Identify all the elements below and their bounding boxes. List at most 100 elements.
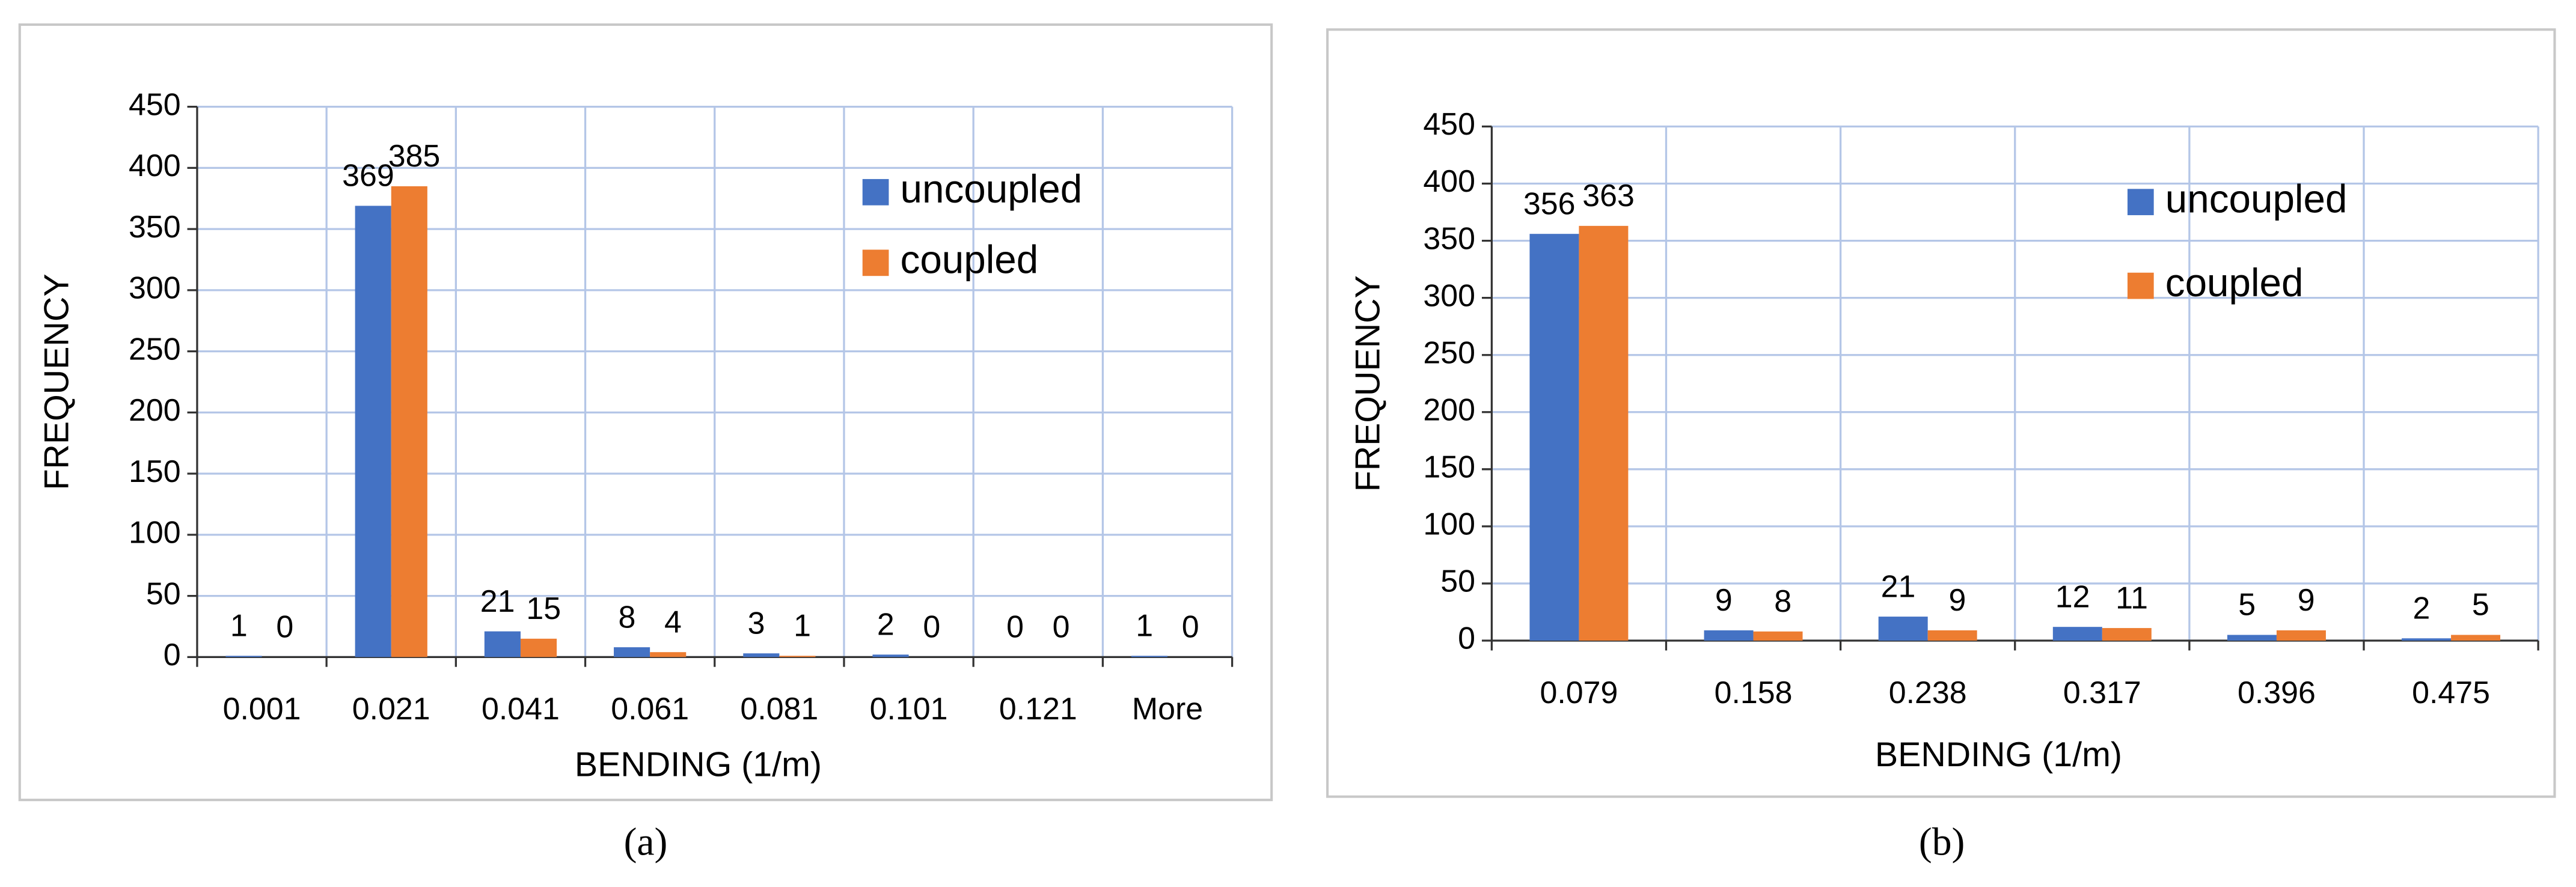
y-tick-label: 400	[1423, 164, 1475, 199]
data-label: 385	[388, 139, 441, 174]
bar	[614, 647, 650, 657]
caption: (a)	[624, 821, 668, 864]
x-axis-title: BENDING (1/m)	[575, 746, 822, 784]
data-label: 0	[276, 610, 293, 645]
x-tick-label: 0.079	[1540, 675, 1618, 710]
y-axis-title: FREQUENCY	[38, 273, 76, 490]
x-tick-label: 0.081	[740, 692, 818, 727]
bar	[872, 654, 909, 657]
x-tick-label: 0.317	[2063, 675, 2141, 710]
data-label: 5	[2472, 588, 2489, 623]
bar	[2052, 627, 2102, 641]
data-label: 21	[1881, 569, 1916, 604]
legend-label: coupled	[2165, 261, 2304, 305]
x-tick-label: 0.158	[1715, 675, 1793, 710]
bar	[225, 656, 262, 657]
bar	[2276, 630, 2326, 641]
data-label: 3	[748, 606, 765, 641]
data-label: 9	[2298, 583, 2315, 618]
x-tick-label: More	[1132, 692, 1203, 727]
x-tick-label: 0.021	[352, 692, 430, 727]
bar	[2402, 638, 2452, 641]
y-tick-label: 50	[1440, 564, 1475, 599]
bar	[1927, 630, 1977, 641]
y-tick-label: 0	[1458, 621, 1475, 656]
data-label: 1	[1136, 609, 1153, 644]
x-tick-label: 0.101	[870, 692, 948, 727]
bar	[1878, 617, 1928, 641]
data-label: 11	[2116, 581, 2148, 615]
bar	[743, 653, 780, 657]
legend-swatch	[2127, 272, 2154, 299]
y-tick-label: 100	[129, 516, 181, 550]
data-label: 9	[1948, 583, 1966, 618]
y-tick-label: 300	[1423, 278, 1475, 313]
bar	[1704, 630, 1754, 641]
y-tick-label: 150	[129, 454, 181, 489]
y-tick-label: 350	[1423, 221, 1475, 256]
x-tick-label: 0.396	[2238, 675, 2316, 710]
legend-swatch	[862, 249, 889, 276]
data-label: 2	[877, 608, 895, 642]
legend-label: uncoupled	[901, 167, 1083, 211]
x-tick-label: 0.475	[2412, 675, 2490, 710]
bar	[391, 186, 427, 657]
data-label: 1	[230, 609, 248, 644]
data-label: 12	[2055, 579, 2090, 614]
bar	[1529, 234, 1579, 641]
y-tick-label: 450	[1423, 107, 1475, 142]
bar	[355, 206, 391, 657]
y-tick-label: 300	[129, 271, 181, 306]
y-tick-label: 150	[1423, 450, 1475, 485]
data-label: 0	[1006, 610, 1024, 645]
data-label: 9	[1715, 583, 1733, 618]
caption: (b)	[1919, 821, 1965, 864]
x-tick-label: 0.041	[482, 692, 560, 727]
data-label: 5	[2238, 588, 2256, 623]
x-axis-title: BENDING (1/m)	[1875, 736, 2122, 774]
data-label: 363	[1582, 178, 1635, 213]
x-tick-label: 0.238	[1889, 675, 1967, 710]
legend-swatch	[2127, 189, 2154, 216]
data-label: 8	[1774, 584, 1791, 619]
y-tick-label: 250	[1423, 335, 1475, 370]
data-label: 369	[342, 159, 394, 194]
legend-swatch	[862, 178, 889, 206]
data-label: 15	[526, 591, 561, 626]
data-label: 2	[2412, 591, 2430, 626]
y-tick-label: 100	[1423, 507, 1475, 542]
data-label: 0	[1053, 610, 1070, 645]
data-label: 8	[618, 600, 635, 635]
y-tick-label: 450	[129, 87, 181, 122]
y-tick-label: 250	[129, 332, 181, 367]
y-tick-label: 0	[164, 638, 181, 672]
bar	[1131, 656, 1167, 657]
bar	[1753, 631, 1803, 641]
y-tick-label: 200	[1423, 392, 1475, 427]
y-tick-label: 200	[129, 393, 181, 428]
bar	[2227, 635, 2277, 641]
y-tick-label: 400	[129, 148, 181, 183]
y-tick-label: 50	[146, 576, 181, 611]
data-label: 21	[480, 584, 515, 619]
x-tick-label: 0.061	[611, 692, 689, 727]
legend-label: uncoupled	[2165, 177, 2348, 221]
bar	[484, 631, 521, 657]
data-label: 0	[1182, 610, 1199, 645]
y-tick-label: 350	[129, 210, 181, 245]
bar	[2102, 628, 2152, 641]
x-tick-label: 0.001	[223, 692, 301, 727]
bar	[779, 656, 816, 657]
data-label: 1	[794, 609, 811, 644]
x-tick-label: 0.121	[999, 692, 1077, 727]
legend-label: coupled	[901, 238, 1039, 282]
bar	[650, 652, 687, 657]
bar	[520, 638, 557, 657]
data-label: 356	[1523, 186, 1576, 221]
data-label: 4	[664, 605, 682, 639]
data-label: 0	[923, 610, 940, 645]
bar	[2451, 635, 2501, 641]
y-axis-title: FREQUENCY	[1348, 275, 1387, 492]
